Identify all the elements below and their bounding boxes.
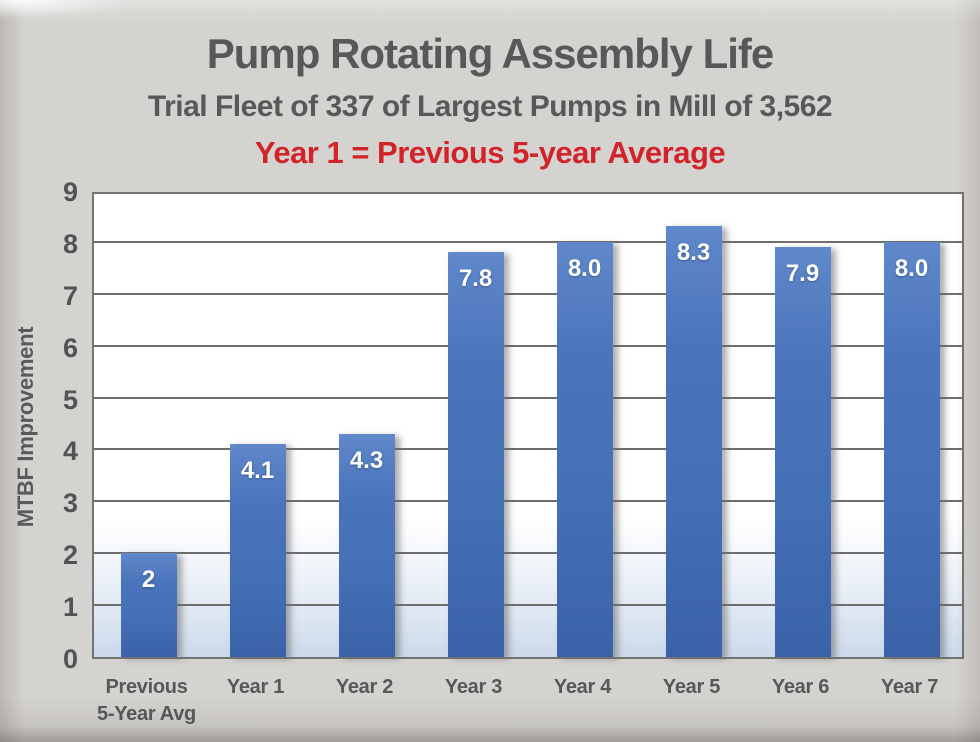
- chart-annotation: Year 1 = Previous 5-year Average: [254, 135, 726, 170]
- y-tick-label: 8: [62, 228, 78, 259]
- y-tick-label: 0: [62, 644, 78, 674]
- bar-6: 8.3: [665, 226, 722, 657]
- bar-2: 4.1: [229, 444, 286, 657]
- gridline: [94, 500, 962, 503]
- gridline: [94, 604, 962, 607]
- y-tick-label: 7: [62, 280, 78, 311]
- bar-3: 4.3: [338, 433, 395, 657]
- gridline: [94, 292, 962, 295]
- y-tick-label: 2: [62, 540, 78, 571]
- y-tick-label: 1: [62, 592, 78, 623]
- gridline: [94, 396, 962, 399]
- y-tick-label: 5: [62, 384, 78, 415]
- chart-subtitle: Trial Fleet of 337 of Largest Pumps in M…: [147, 90, 833, 123]
- bar-value-label: 2: [141, 566, 156, 594]
- bar-value-label: 4.3: [349, 446, 384, 474]
- bar-value-label: 7.9: [785, 260, 820, 288]
- bar-4: 7.8: [447, 252, 504, 657]
- bar-value-label: 4.1: [240, 457, 275, 485]
- x-category-label: Year 7: [880, 676, 939, 698]
- bar-value-label: 8.0: [567, 254, 602, 282]
- gridline: [94, 552, 962, 555]
- y-tick-label: 4: [62, 436, 78, 467]
- bar-value-label: 8.3: [676, 239, 711, 267]
- bar-5: 8.0: [556, 241, 613, 657]
- bar-1: 2: [120, 553, 177, 657]
- y-tick-label: 6: [62, 332, 78, 363]
- bar-7: 7.9: [774, 247, 831, 657]
- chart-title: Pump Rotating Assembly Life: [206, 30, 775, 77]
- y-tick-label: 9: [62, 177, 78, 207]
- gridline: [94, 344, 962, 347]
- gridline: [94, 448, 962, 451]
- plot-area: 2 4.1 4.3 7.8 8.0 8.3 7.9 8.0: [92, 192, 964, 659]
- bar-value-label: 7.8: [458, 265, 493, 293]
- bar-value-label: 8.0: [894, 254, 929, 282]
- bar-8: 8.0: [883, 241, 940, 657]
- y-tick-label: 3: [62, 488, 78, 519]
- gridline: [94, 240, 962, 243]
